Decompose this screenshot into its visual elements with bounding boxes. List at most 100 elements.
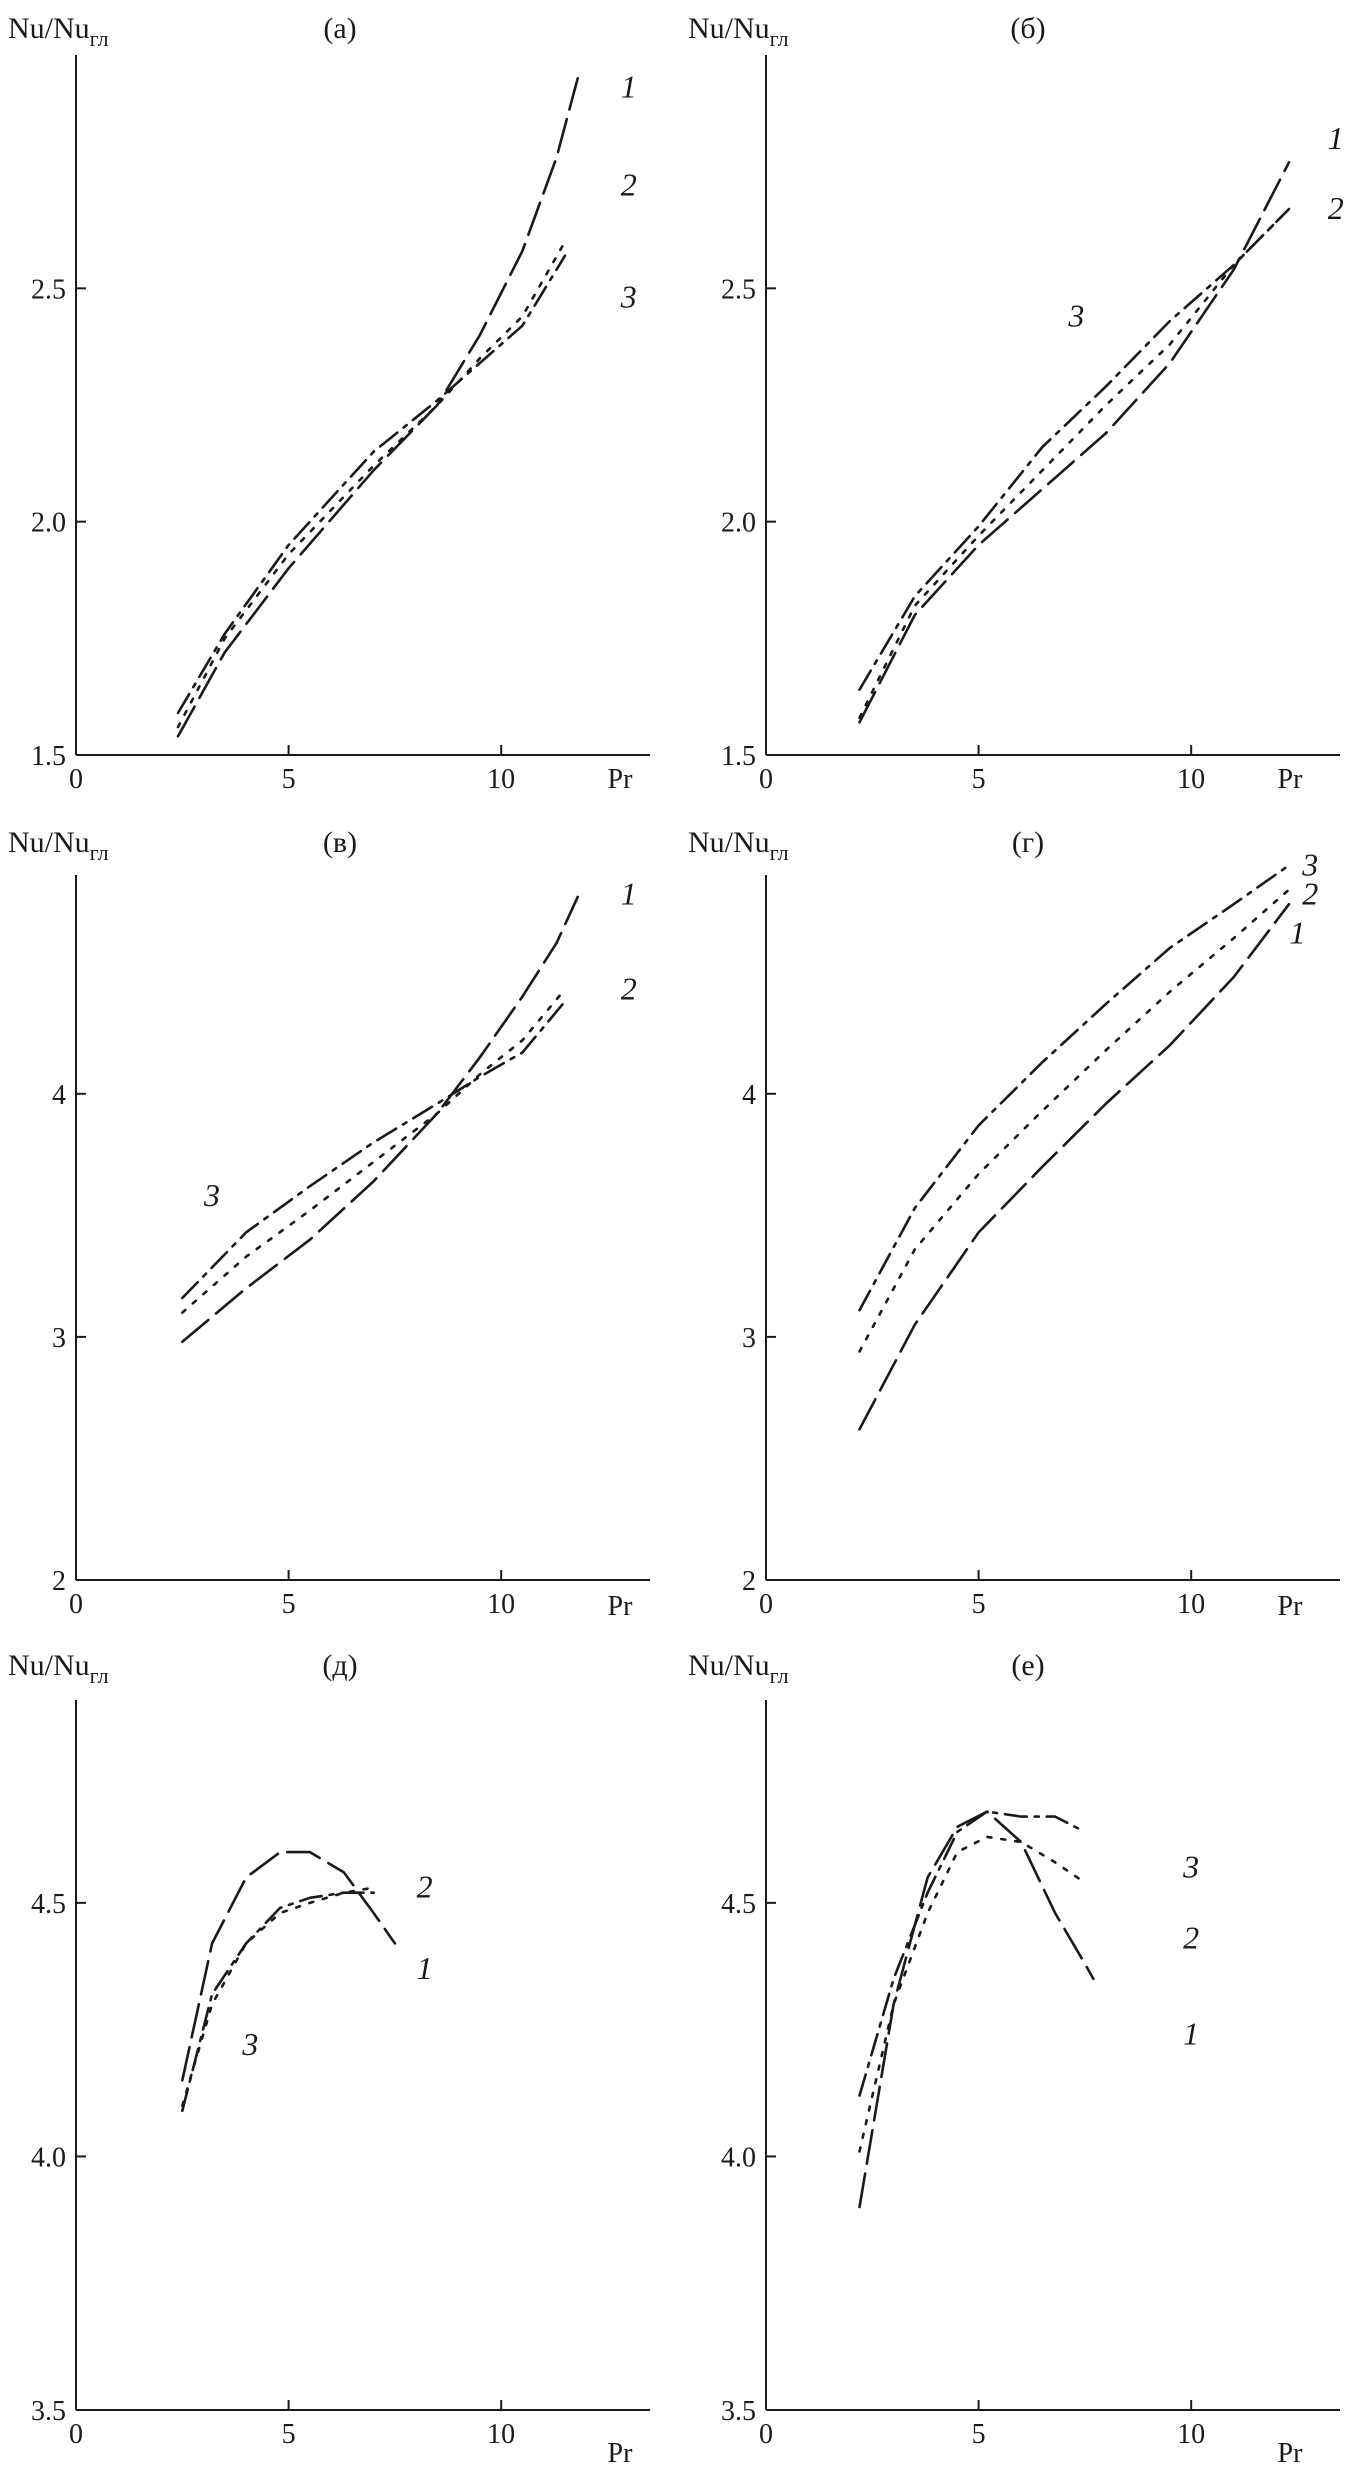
panel-label: (б) <box>1010 12 1045 45</box>
curve-labels: 1 2 3 <box>1067 120 1343 333</box>
y-axis-label: Nu/Nuгл <box>8 826 109 865</box>
x-axis-label: Pr <box>1278 764 1304 795</box>
series-line-1 <box>181 895 580 1344</box>
panel-e: Nu/Nuгл (е) Pr 0 5 10 3.5 4.0 4.5 3 2 1 <box>688 1649 1340 2469</box>
curve-label-1: 1 <box>417 1950 433 1986</box>
curve-label-2: 2 <box>621 167 637 203</box>
curves <box>858 1810 1095 2209</box>
curve-label-1: 1 <box>621 875 637 911</box>
y-tick-label: 2.0 <box>721 508 756 539</box>
y-tick-label: 4 <box>742 1080 756 1111</box>
curve-label-3: 3 <box>1067 297 1084 333</box>
series-line-3 <box>181 1891 375 2113</box>
curve-label-3: 3 <box>1301 846 1318 882</box>
x-axis-label: Pr <box>608 2438 634 2469</box>
x-tick-label: 10 <box>1177 764 1205 795</box>
y-axis-label: Nu/Nuгл <box>688 1649 789 1688</box>
series-line-2 <box>181 987 567 1314</box>
curve-label-2: 2 <box>417 1869 433 1905</box>
series-line-2 <box>858 1835 1087 2153</box>
curve-label-2: 2 <box>1302 875 1318 911</box>
x-tick-label: 0 <box>69 764 83 795</box>
y-tick-label: 3 <box>52 1323 66 1354</box>
y-tick-label: 4 <box>52 1080 66 1111</box>
curve-label-2: 2 <box>1328 190 1344 226</box>
x-tick-label: 0 <box>69 2419 83 2450</box>
curves <box>181 895 580 1344</box>
series-line-1 <box>181 1850 397 2082</box>
y-tick-label: 2.0 <box>31 508 66 539</box>
panel-label: (г) <box>1012 826 1044 859</box>
x-tick-label: 0 <box>759 1589 773 1620</box>
y-tick-label: 4.0 <box>721 2142 756 2173</box>
axes: 0 5 10 1.5 2.0 2.5 <box>31 55 650 795</box>
curves <box>181 1850 397 2113</box>
y-tick-label: 2.5 <box>31 274 66 305</box>
curves <box>858 863 1291 1431</box>
panel-v: Nu/Nuгл (в) Pr 0 5 10 2 3 4 1 2 3 <box>8 826 650 1622</box>
panel-label: (в) <box>323 826 357 859</box>
series-line-2 <box>858 888 1291 1353</box>
curve-label-2: 2 <box>621 970 637 1006</box>
x-axis-label: Pr <box>608 1591 634 1622</box>
y-tick-label: 2 <box>52 1566 66 1597</box>
y-tick-label: 2.5 <box>721 274 756 305</box>
x-tick-label: 10 <box>487 2419 515 2450</box>
y-tick-label: 1.5 <box>721 741 756 772</box>
curve-labels: 1 2 3 <box>620 69 637 315</box>
panel-a: Nu/Nuгл (а) Pr 0 5 10 1.5 2.0 2.5 1 2 3 <box>8 12 650 795</box>
y-tick-label: 4.5 <box>721 1889 756 1920</box>
curve-label-3: 3 <box>203 1177 220 1213</box>
series-line-3 <box>858 1810 1087 2097</box>
x-tick-label: 10 <box>1177 1589 1205 1620</box>
axes: 0 5 10 2 3 4 <box>52 875 650 1620</box>
x-tick-label: 5 <box>282 764 296 795</box>
series-line-3 <box>181 1000 567 1300</box>
curve-label-3: 3 <box>241 2026 258 2062</box>
x-axis-label: Pr <box>1278 1591 1304 1622</box>
curve-label-3: 3 <box>1182 1848 1199 1884</box>
series-line-1 <box>858 902 1291 1431</box>
y-axis-label: Nu/Nuгл <box>8 1649 109 1688</box>
series-line-1 <box>858 161 1291 724</box>
x-tick-label: 10 <box>487 764 515 795</box>
y-tick-label: 3 <box>742 1323 756 1354</box>
y-tick-label: 4.0 <box>31 2142 66 2173</box>
curve-label-1: 1 <box>621 69 637 105</box>
curves <box>176 77 580 738</box>
y-tick-label: 4.5 <box>31 1889 66 1920</box>
y-tick-label: 2 <box>742 1566 756 1597</box>
x-tick-label: 0 <box>69 1589 83 1620</box>
series-line-2 <box>176 240 567 729</box>
series-line-1 <box>176 77 580 738</box>
series-line-3 <box>176 254 567 715</box>
series-line-2 <box>858 207 1291 720</box>
y-tick-label: 3.5 <box>721 2396 756 2427</box>
x-tick-label: 5 <box>282 2419 296 2450</box>
axes: 0 5 10 3.5 4.0 4.5 <box>721 1700 1340 2450</box>
curve-labels: 321 <box>1289 846 1318 950</box>
curve-labels: 2 1 3 <box>241 1869 432 2062</box>
y-axis-label: Nu/Nuгл <box>688 12 789 51</box>
x-tick-label: 10 <box>487 1589 515 1620</box>
x-tick-label: 5 <box>282 1589 296 1620</box>
curve-label-1: 1 <box>1289 914 1305 950</box>
series-line-3 <box>858 863 1291 1312</box>
x-tick-label: 0 <box>759 764 773 795</box>
x-axis-label: Pr <box>1278 2438 1304 2469</box>
panel-b: Nu/Nuгл (б) Pr 0 5 10 1.5 2.0 2.5 1 2 3 <box>688 12 1344 795</box>
curves <box>858 161 1291 724</box>
y-tick-label: 1.5 <box>31 741 66 772</box>
x-tick-label: 5 <box>972 2419 986 2450</box>
series-line-1 <box>858 1810 1095 2209</box>
x-tick-label: 10 <box>1177 2419 1205 2450</box>
curve-labels: 321 <box>1182 1848 1199 2051</box>
panel-label: (д) <box>322 1649 357 1682</box>
axes: 0 5 10 1.5 2.0 2.5 <box>721 55 1340 795</box>
y-axis-label: Nu/Nuгл <box>688 826 789 865</box>
y-axis-label: Nu/Nuгл <box>8 12 109 51</box>
series-line-3 <box>858 207 1291 692</box>
panel-label: (а) <box>323 12 356 45</box>
